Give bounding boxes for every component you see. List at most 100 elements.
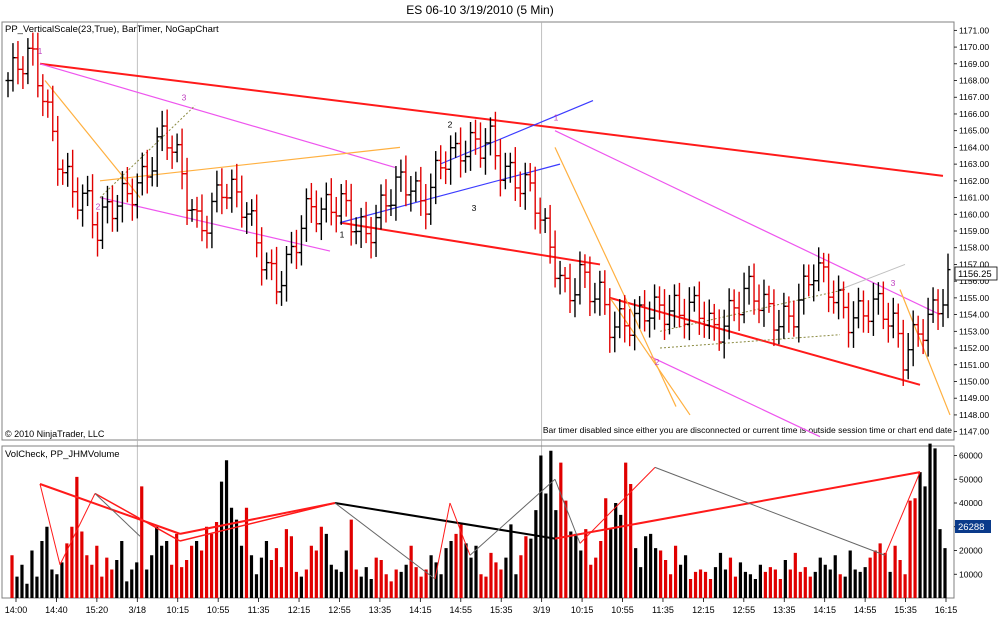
price-bar [109, 185, 115, 232]
price-bar [433, 151, 439, 205]
price-y-tick-label: 1155.00 [959, 293, 989, 303]
price-bar [637, 296, 643, 329]
price-bar [288, 231, 294, 264]
price-y-tick-label: 1163.00 [959, 159, 989, 169]
price-bar [841, 281, 847, 319]
price-bar [711, 303, 717, 341]
volume-bar [928, 443, 932, 598]
volume-bar [494, 562, 498, 598]
x-tick-label: 13:35 [369, 605, 392, 615]
price-bar [60, 159, 66, 185]
volume-bar [888, 571, 892, 598]
price-bar [10, 43, 16, 92]
price-bar [597, 270, 603, 316]
volume-panel[interactable] [1, 445, 955, 599]
price-bar [373, 204, 379, 257]
volume-bar [50, 569, 54, 598]
price-bar [870, 282, 876, 336]
price-y-tick-label: 1166.00 [959, 109, 989, 119]
volume-bar [404, 564, 408, 598]
price-bar [333, 196, 339, 233]
volume-bar [693, 571, 698, 598]
price-bar [816, 247, 822, 292]
volume-bar [444, 548, 448, 598]
volume-bar [838, 574, 842, 598]
volume-bar [314, 550, 318, 598]
price-bar [368, 216, 374, 259]
volume-bar [414, 567, 418, 598]
price-bar [552, 230, 558, 288]
price-bar [164, 109, 170, 160]
price-bar [557, 260, 563, 295]
price-bar [920, 319, 926, 355]
price-y-tick-label: 1170.00 [959, 42, 989, 52]
volume-trend-thin [654, 466, 886, 556]
price-bar [458, 127, 464, 178]
price-bar [15, 41, 21, 85]
volume-bar [853, 569, 857, 598]
price-bar [45, 89, 51, 118]
volume-bar [449, 541, 453, 598]
volume-bar [409, 545, 413, 598]
volume-bar [768, 567, 772, 598]
price-bar [865, 300, 871, 334]
price-bar [602, 270, 608, 315]
price-bar [169, 135, 175, 169]
volume-bar [419, 576, 423, 598]
price-bar [393, 166, 399, 221]
volume-trend-red [94, 492, 181, 542]
channel-magenta-1 [39, 63, 396, 169]
price-bar [905, 332, 911, 380]
volume-bar [130, 569, 134, 598]
price-y-tick-label: 1152.00 [959, 343, 989, 353]
volume-bar [55, 574, 59, 598]
volume-bar [324, 533, 328, 598]
price-bar [487, 117, 493, 156]
price-indicator-label: PP_VerticalScale(23,True), BarTimer, NoG… [5, 24, 219, 35]
volume-bar [175, 533, 179, 598]
pivot-labels: 1 2 3 2 3 1 1 2 3 [38, 46, 896, 367]
price-bar [80, 184, 86, 227]
price-y-tick-label: 1169.00 [959, 59, 989, 69]
volume-bar [234, 519, 239, 598]
volume-trend-thin [334, 502, 436, 580]
price-bar [403, 155, 409, 207]
volume-bar [239, 545, 244, 598]
price-bar [930, 287, 936, 323]
price-bar [482, 128, 488, 175]
price-bar [890, 297, 896, 339]
x-tick-label: 14:00 [5, 605, 28, 615]
volume-bar [269, 560, 274, 598]
volume-bar [70, 526, 74, 598]
volume-bar [559, 462, 563, 598]
volume-bar [319, 526, 323, 598]
price-bar [756, 284, 762, 324]
volume-bar [294, 571, 298, 598]
price-y-tick-label: 1153.00 [959, 326, 989, 336]
pivot-label: 2 [96, 201, 101, 211]
price-bar [731, 289, 737, 322]
x-tick-label: 14:40 [45, 605, 68, 615]
price-bar [308, 182, 314, 223]
price-bar [671, 284, 677, 328]
price-bar [323, 182, 329, 223]
volume-bar [554, 510, 558, 598]
volume-bar [673, 545, 678, 598]
price-bar [801, 264, 807, 315]
x-tick-label: 11:35 [248, 605, 270, 615]
volume-bar [145, 569, 149, 598]
price-bar [75, 177, 81, 220]
volume-bar [644, 536, 648, 598]
price-bar [423, 184, 429, 230]
volume-bar [15, 576, 19, 598]
price-bar [388, 189, 394, 217]
volume-bar [574, 533, 578, 598]
x-tick-label: 3/18 [129, 605, 147, 615]
price-bar [363, 201, 369, 244]
volume-bar [65, 543, 69, 598]
price-bar [219, 168, 225, 215]
channel-magenta-3 [554, 130, 941, 316]
volume-bar [384, 574, 388, 598]
price-bar [945, 253, 951, 319]
price-bar [771, 289, 777, 347]
